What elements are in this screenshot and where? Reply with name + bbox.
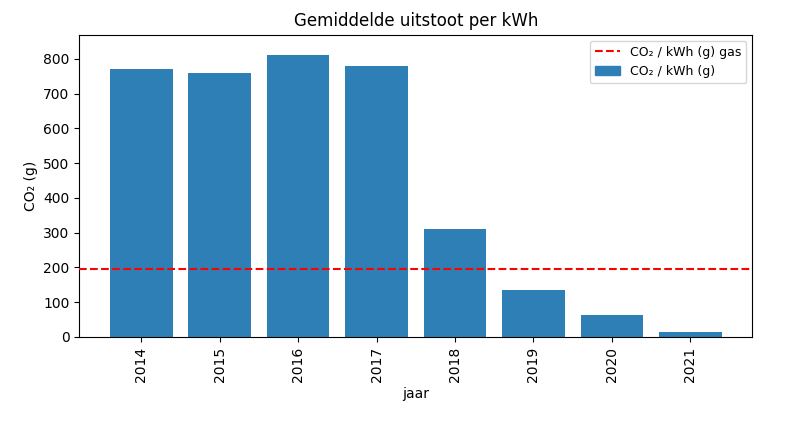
Bar [267, 55, 329, 337]
Bar [581, 315, 643, 337]
Bar [502, 290, 565, 337]
Bar [424, 229, 486, 337]
X-axis label: jaar: jaar [402, 388, 429, 401]
Bar [659, 332, 722, 337]
Y-axis label: CO₂ (g): CO₂ (g) [24, 161, 37, 211]
Title: Gemiddelde uitstoot per kWh: Gemiddelde uitstoot per kWh [294, 12, 538, 30]
Bar [188, 73, 251, 337]
Bar [345, 66, 408, 337]
Legend: CO₂ / kWh (g) gas, CO₂ / kWh (g): CO₂ / kWh (g) gas, CO₂ / kWh (g) [590, 41, 746, 83]
Bar [110, 69, 173, 337]
